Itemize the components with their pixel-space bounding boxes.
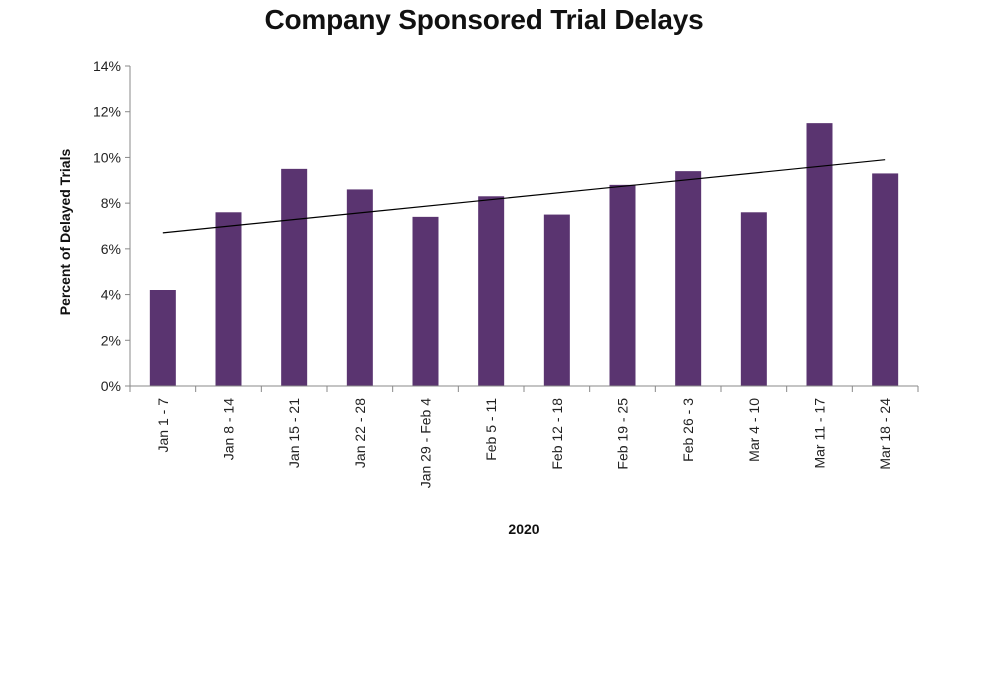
bar	[806, 123, 833, 387]
chart-title: Company Sponsored Trial Delays	[264, 4, 704, 35]
x-tick-label: Jan 1 - 7	[155, 398, 171, 453]
bar	[543, 214, 570, 386]
y-ticks: 0% 2% 4% 6% 8% 10% 12% 14%	[93, 58, 130, 394]
x-tick-label: Feb 12 - 18	[549, 398, 565, 470]
trendline-layer	[162, 159, 886, 234]
bars-layer	[149, 123, 899, 387]
trendline	[162, 159, 886, 234]
x-tick-label: Jan 15 - 21	[286, 398, 302, 468]
axes-layer	[129, 66, 918, 387]
bar	[609, 184, 636, 386]
bar	[740, 212, 767, 386]
y-tick-label: 12%	[93, 104, 121, 120]
y-tick-label: 4%	[101, 287, 121, 303]
bar	[478, 196, 505, 386]
y-tick-label: 6%	[101, 241, 121, 257]
bar	[675, 171, 702, 386]
y-tick-label: 8%	[101, 195, 121, 211]
y-axis-title: Percent of Delayed Trials	[57, 149, 73, 316]
x-tick-label: Jan 22 - 28	[352, 398, 368, 468]
bar	[346, 189, 373, 386]
y-tick-label: 0%	[101, 378, 121, 394]
y-tick-label: 2%	[101, 332, 121, 348]
y-tick-label: 10%	[93, 149, 121, 165]
x-tick-label: Feb 19 - 25	[615, 398, 631, 470]
y-tick-label: 14%	[93, 58, 121, 74]
x-tick-label: Feb 5 - 11	[483, 398, 499, 461]
x-tick-label: Mar 4 - 10	[746, 398, 762, 462]
x-ticks: Jan 1 - 7 Jan 8 - 14 Jan 15 - 21 Jan 22 - 2…	[129, 386, 919, 488]
x-axis-title: 2020	[508, 521, 539, 537]
bar	[281, 168, 308, 386]
x-tick-label: Jan 8 - 14	[221, 398, 237, 460]
bar	[149, 290, 176, 386]
x-tick-label: Mar 11 - 17	[812, 398, 828, 469]
bar	[872, 173, 899, 386]
bar	[412, 216, 439, 386]
x-tick-label: Mar 18 - 24	[877, 398, 893, 470]
x-tick-label: Feb 26 - 3	[680, 398, 696, 462]
bar	[215, 212, 242, 386]
x-tick-label: Jan 29 - Feb 4	[418, 398, 434, 488]
